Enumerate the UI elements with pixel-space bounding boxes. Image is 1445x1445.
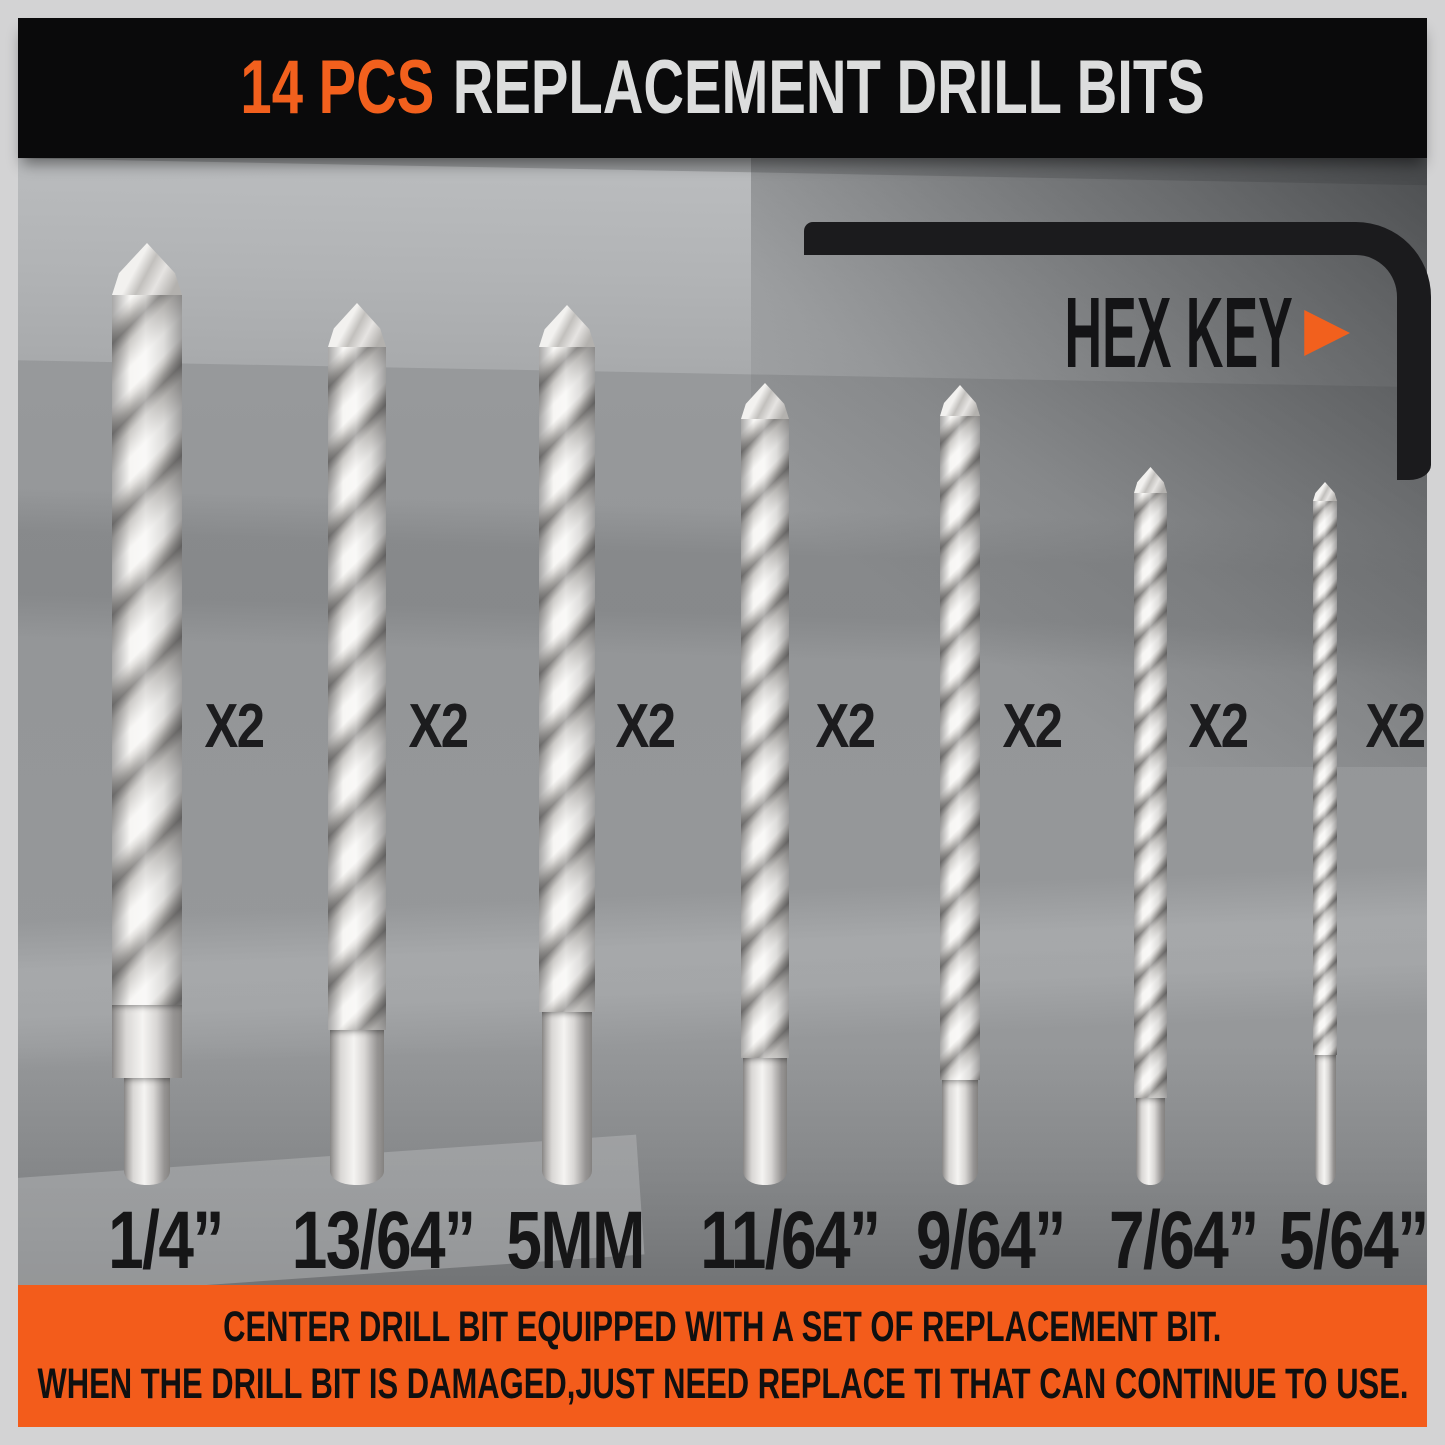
drill-bit-flutes [1134, 493, 1167, 1098]
drill-bit-flutes [741, 419, 789, 1058]
drill-bit-flutes [940, 416, 980, 1080]
size-label-2: 13/64” [291, 1195, 476, 1286]
drill-bit-tip [539, 305, 595, 347]
drill-bit-1 [112, 243, 182, 1185]
drill-bit-flutes [539, 347, 595, 1012]
drill-bit-tip [112, 243, 182, 295]
drill-bit-flutes [1313, 501, 1337, 1055]
size-label-5: 9/64” [915, 1195, 1066, 1286]
drill-bit-shank [330, 1030, 384, 1185]
size-label-6: 7/64” [1108, 1195, 1259, 1286]
backdrop-shelf-band [18, 862, 1427, 1070]
drill-bit-3 [539, 305, 595, 1185]
hex-key-image [804, 222, 1431, 480]
footer-line-2: WHEN THE DRILL BIT IS DAMAGED,JUST NEED … [37, 1360, 1408, 1408]
title-banner: 14 PCS REPLACEMENT DRILL BITS [18, 18, 1427, 158]
drill-bit-6 [1134, 467, 1167, 1185]
quantity-label-6: X2 [1188, 692, 1250, 761]
drill-bit-5 [940, 385, 980, 1185]
drill-bit-shank [743, 1058, 787, 1185]
drill-bit-flutes [328, 347, 386, 1030]
quantity-label-4: X2 [815, 692, 877, 761]
right-arrow-icon [1304, 310, 1350, 356]
drill-bit-flutes [112, 295, 182, 1005]
drill-bit-tip [1313, 482, 1337, 501]
drill-bit-tip [328, 303, 386, 347]
quantity-label-5: X2 [1002, 692, 1064, 761]
footer-banner: CENTER DRILL BIT EQUIPPED WITH A SET OF … [18, 1285, 1427, 1427]
drill-bit-shank [112, 1005, 182, 1078]
quantity-label-2: X2 [408, 692, 470, 761]
drill-bit-shank [1314, 1055, 1336, 1185]
drill-bit-shank [942, 1080, 978, 1185]
size-label-3: 5MM [506, 1195, 645, 1286]
quantity-label-1: X2 [204, 692, 266, 761]
drill-bit-tip [741, 383, 789, 419]
title-text: REPLACEMENT DRILL BITS [452, 45, 1205, 130]
size-label-1: 1/4” [107, 1195, 224, 1286]
title-piece-count: 14 PCS [240, 45, 435, 130]
drill-bit-tip [940, 385, 980, 416]
drill-bit-tip [1134, 467, 1167, 493]
drill-bit-7 [1313, 482, 1337, 1185]
drill-bit-4 [741, 383, 789, 1185]
size-label-4: 11/64” [700, 1195, 881, 1286]
drill-bit-shank [1136, 1098, 1165, 1185]
page-title: 14 PCS REPLACEMENT DRILL BITS [240, 50, 1204, 126]
quantity-label-3: X2 [615, 692, 677, 761]
backdrop [18, 158, 1427, 1285]
drill-bit-shank [542, 1012, 592, 1185]
hex-key-callout: HEX KEY [1065, 283, 1350, 383]
quantity-label-7: X2 [1365, 692, 1427, 761]
drill-bit-shank-step [124, 1078, 170, 1185]
size-label-7: 5/64” [1278, 1195, 1429, 1286]
footer-line-1: CENTER DRILL BIT EQUIPPED WITH A SET OF … [223, 1303, 1222, 1351]
drill-bit-2 [328, 303, 386, 1185]
hex-key-label: HEX KEY [1064, 277, 1293, 389]
